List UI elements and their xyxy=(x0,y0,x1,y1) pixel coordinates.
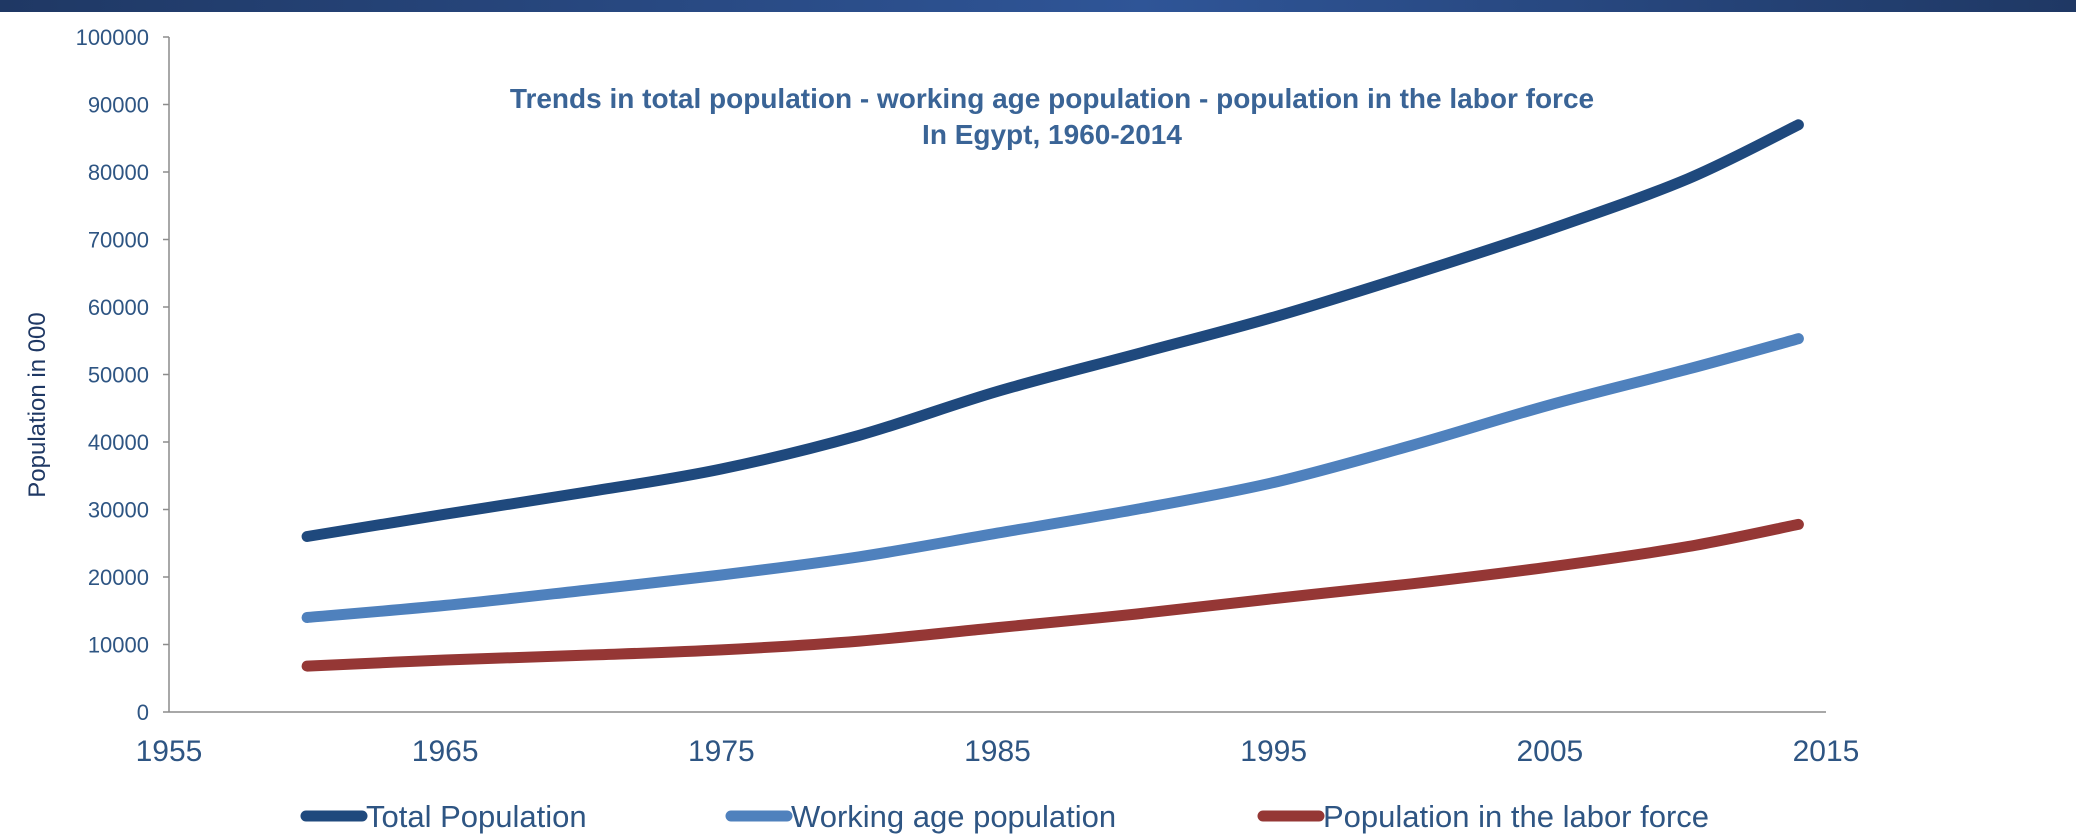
chart-title-group: Trends in total population - working age… xyxy=(510,83,1594,150)
x-tick-label: 2005 xyxy=(1516,735,1583,768)
series-line-3 xyxy=(301,518,1804,672)
chart-subtitle: In Egypt, 1960-2014 xyxy=(922,119,1182,150)
legend-label: Working age population xyxy=(791,799,1116,834)
x-tick-label: 1995 xyxy=(1240,735,1307,768)
y-tick-label: 0 xyxy=(137,700,149,725)
y-tick-label: 100000 xyxy=(76,25,149,50)
y-tick-label: 90000 xyxy=(88,93,149,118)
x-tick-label: 1985 xyxy=(964,735,1031,768)
chart-title: Trends in total population - working age… xyxy=(510,83,1594,114)
y-tick-label: 60000 xyxy=(88,295,149,320)
y-tick-label: 80000 xyxy=(88,160,149,185)
series-lines xyxy=(301,119,1804,672)
legend-item: Population in the labor force xyxy=(1257,799,1709,834)
y-tick-label: 10000 xyxy=(88,633,149,658)
y-tick-label: 50000 xyxy=(88,363,149,388)
y-tick-label: 40000 xyxy=(88,430,149,455)
top-banner xyxy=(0,0,2076,12)
y-tick-label: 30000 xyxy=(88,498,149,523)
series-line-2 xyxy=(301,333,1804,623)
legend-item: Total Population xyxy=(300,799,587,834)
x-tick-label: 2015 xyxy=(1793,735,1860,768)
series-line-1 xyxy=(301,119,1804,542)
legend-label: Population in the labor force xyxy=(1323,799,1709,834)
x-tick-labels: 1955 1965 1975 1985 1995 2005 2015 xyxy=(136,735,1860,768)
y-tick-label: 20000 xyxy=(88,565,149,590)
legend: Total Population Working age population Po… xyxy=(300,799,1709,834)
y-tick-labels: 0 10000 20000 30000 40000 50000 60000 70000 8000… xyxy=(76,25,169,725)
legend-label: Total Population xyxy=(366,799,587,834)
y-tick-label: 70000 xyxy=(88,228,149,253)
x-tick-label: 1965 xyxy=(412,735,479,768)
x-tick-label: 1955 xyxy=(136,735,203,768)
y-axis-label: Population in 000 xyxy=(24,312,51,497)
legend-item: Working age population xyxy=(725,799,1116,834)
x-tick-label: 1975 xyxy=(688,735,755,768)
